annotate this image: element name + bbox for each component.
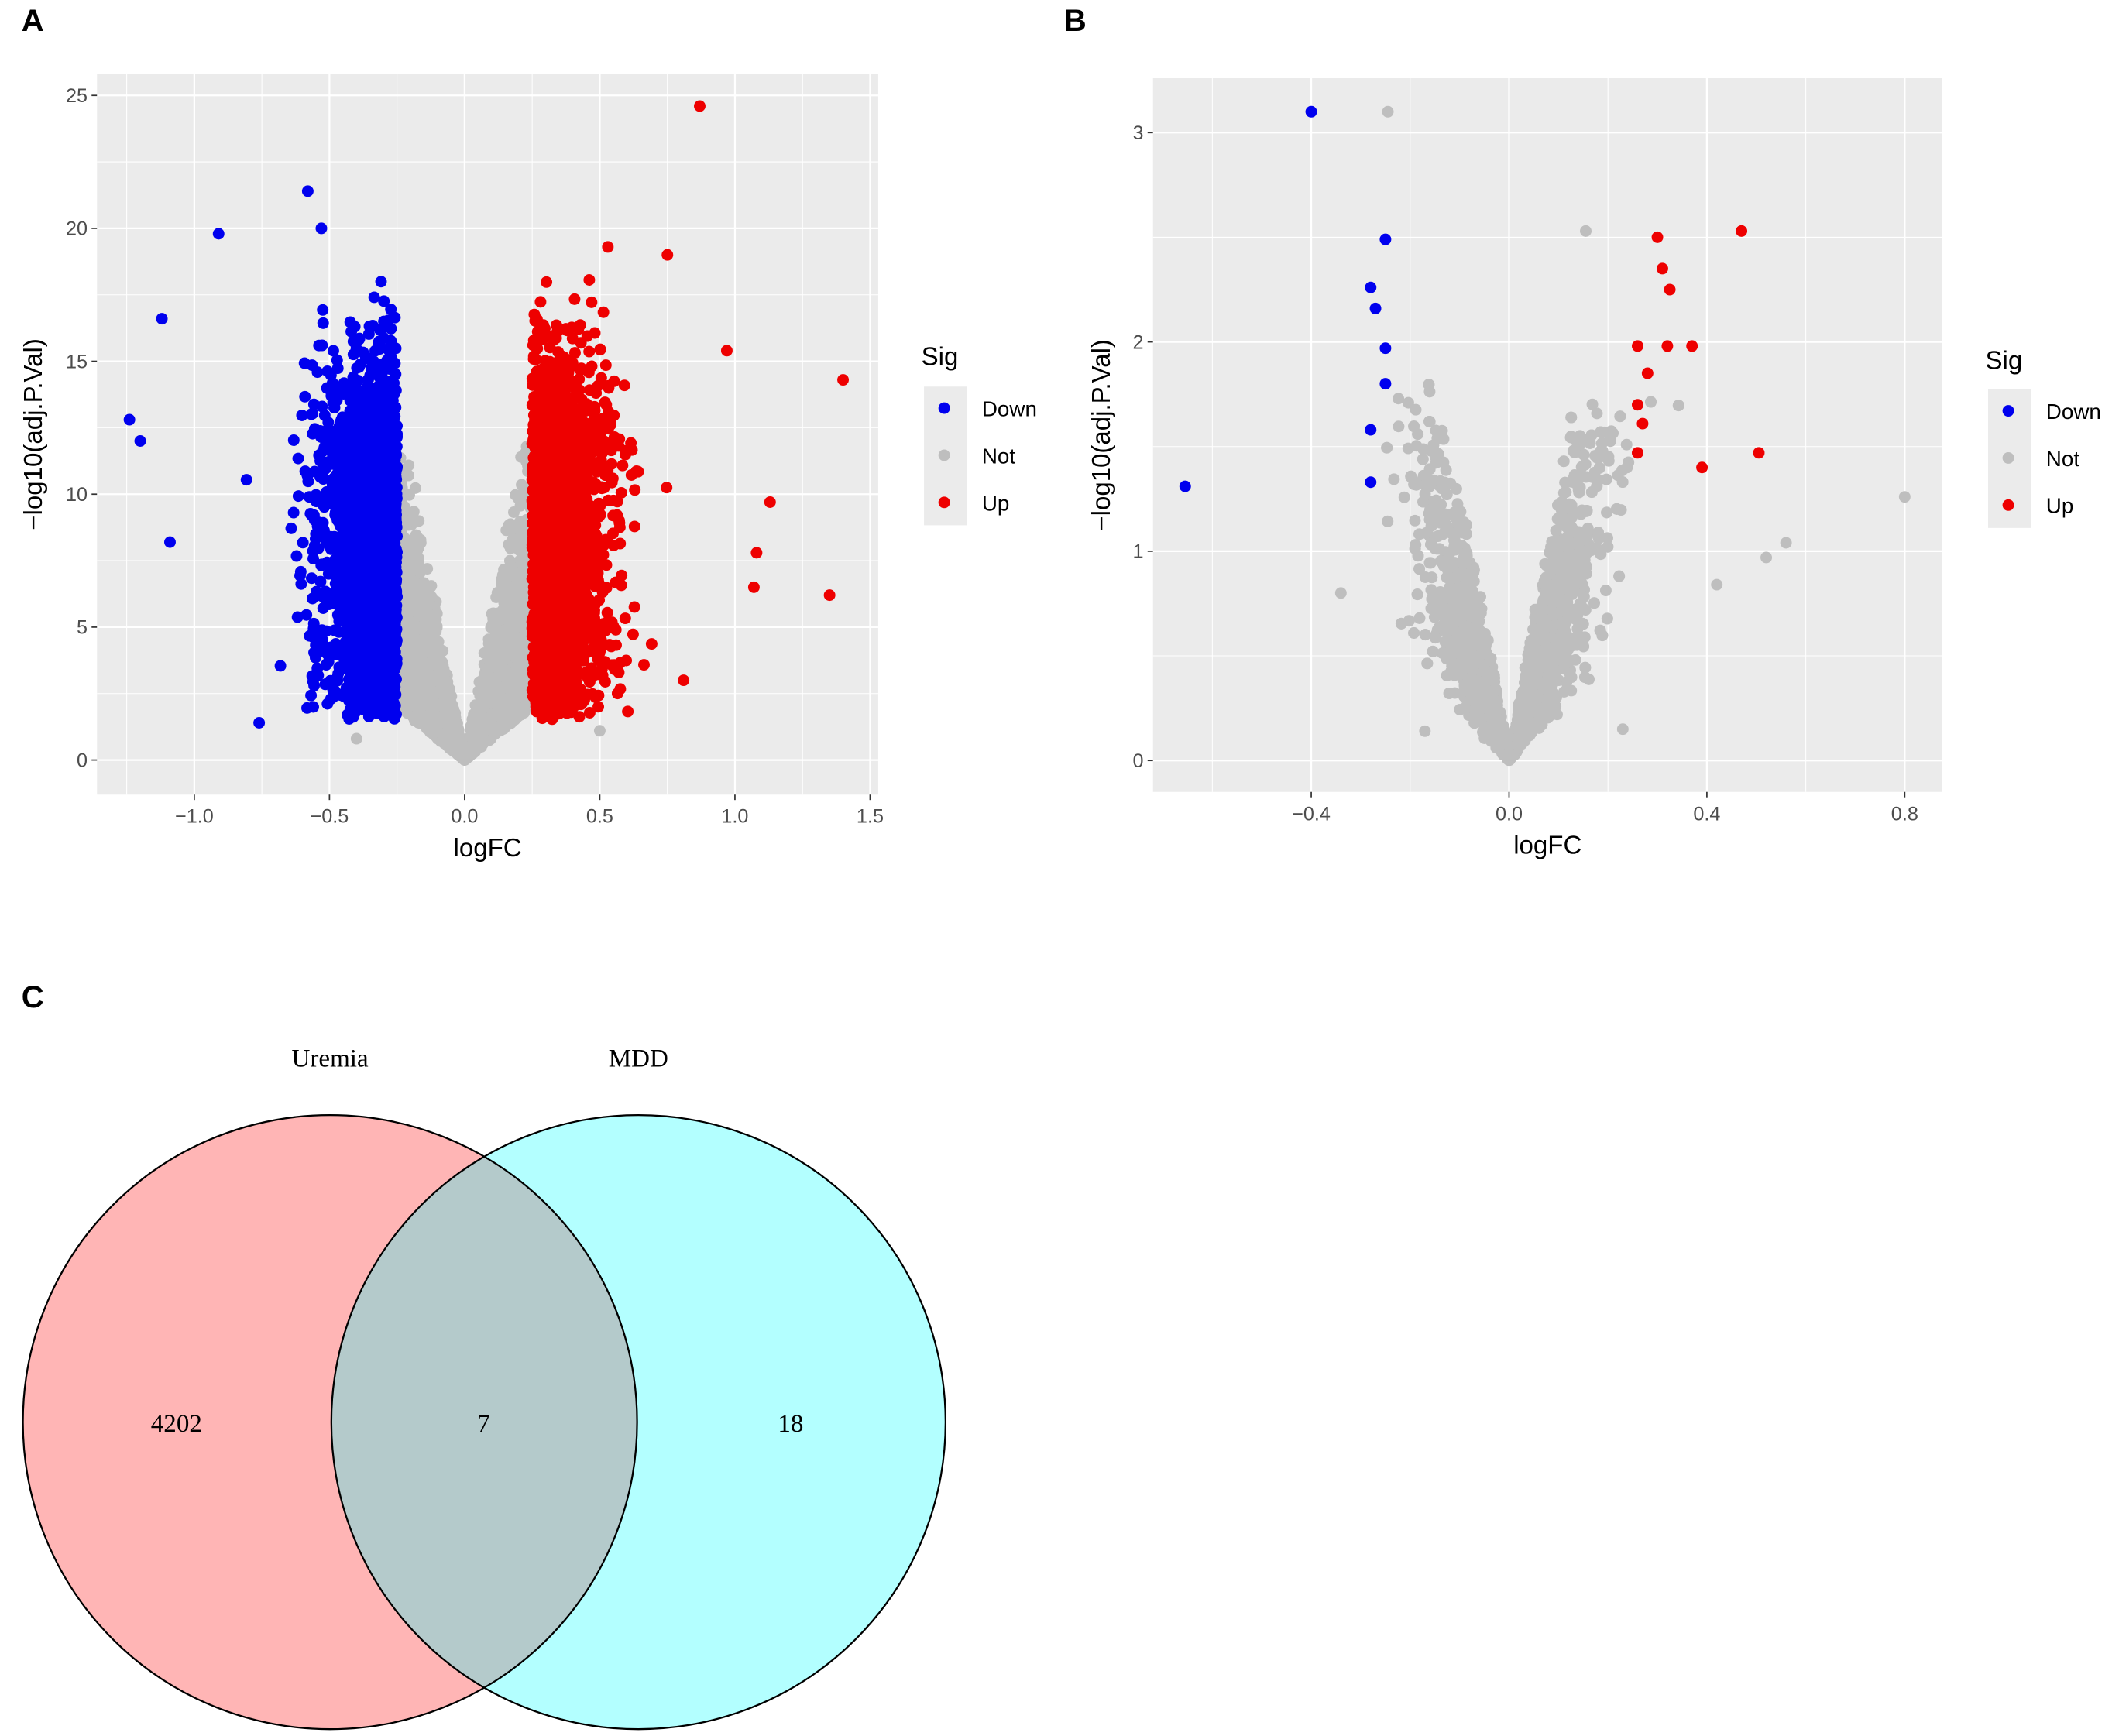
point-not — [487, 607, 500, 619]
point-not — [435, 699, 448, 712]
point-up — [628, 601, 640, 613]
point-not — [491, 587, 503, 599]
point-not — [513, 516, 526, 528]
x-tick-label: 0.5 — [586, 806, 613, 828]
point-not — [479, 714, 492, 726]
point-up — [618, 379, 630, 392]
point-up — [661, 482, 673, 494]
point-not — [478, 702, 490, 714]
y-tick-label: 25 — [66, 85, 88, 107]
point-not — [471, 732, 482, 744]
point-not — [455, 739, 468, 751]
point-not — [430, 715, 442, 727]
point-not — [508, 565, 520, 578]
x-tick-label: −1.0 — [175, 806, 214, 828]
x-tick-label: 1.5 — [857, 806, 884, 828]
point-down — [375, 276, 387, 288]
point-not — [431, 641, 444, 654]
point-not — [513, 492, 525, 505]
point-not — [510, 690, 523, 702]
point-not — [404, 489, 416, 501]
point-not — [508, 506, 520, 518]
point-down — [299, 390, 311, 403]
point-not — [409, 711, 421, 723]
point-not — [424, 628, 437, 640]
point-down — [321, 365, 334, 377]
point-not — [403, 459, 415, 472]
point-not — [520, 699, 532, 712]
point-not — [509, 616, 521, 628]
point-not — [407, 506, 420, 518]
point-not — [418, 587, 431, 599]
point-not — [433, 666, 445, 678]
point-not — [445, 729, 457, 742]
point-not — [426, 726, 438, 739]
point-up — [541, 276, 553, 288]
point-not — [418, 606, 431, 617]
points-layer — [123, 100, 850, 766]
point-not — [418, 662, 430, 674]
panel-label-a: A — [22, 4, 44, 38]
x-tick-label: 1.0 — [721, 806, 748, 828]
panel-label-b: B — [1064, 4, 1087, 38]
point-up — [615, 579, 627, 592]
point-up — [583, 274, 596, 286]
point-down — [297, 537, 309, 549]
point-down — [308, 680, 321, 691]
point-not — [510, 588, 523, 601]
point-up — [629, 484, 641, 496]
point-down — [287, 506, 300, 519]
point-not — [400, 619, 413, 632]
y-tick-label: 15 — [66, 351, 88, 372]
point-not — [483, 660, 496, 673]
point-not — [506, 523, 518, 535]
point-up — [568, 293, 581, 305]
point-not — [406, 672, 418, 684]
point-not — [493, 670, 505, 682]
point-not — [407, 578, 419, 591]
point-up — [597, 306, 610, 318]
point-not — [480, 684, 493, 697]
y-tick-label: 20 — [66, 218, 88, 240]
point-down — [274, 660, 287, 672]
point-not — [421, 616, 434, 629]
point-not — [503, 554, 516, 567]
point-not — [516, 658, 528, 671]
x-axis-title: logFC — [454, 834, 522, 863]
y-axis-title: −log10(adj.P.Val) — [19, 338, 48, 530]
point-up — [601, 606, 613, 619]
point-down — [307, 592, 318, 605]
x-tick-label: 0.0 — [451, 806, 478, 828]
point-up — [599, 359, 612, 372]
point-not — [482, 637, 495, 650]
y-tick-label: 0 — [77, 750, 88, 771]
point-up — [620, 654, 633, 667]
point-not — [405, 538, 417, 551]
point-not — [502, 579, 513, 592]
point-not — [496, 695, 508, 707]
point-not — [485, 621, 497, 633]
point-not — [457, 753, 469, 765]
point-not — [509, 639, 521, 651]
x-tick-label: −0.5 — [311, 806, 349, 828]
point-not — [441, 676, 454, 688]
point-not — [418, 688, 431, 700]
point-not — [511, 537, 524, 549]
point-not — [410, 633, 422, 646]
point-not — [496, 569, 509, 582]
y-tick-label: 5 — [77, 617, 88, 639]
point-not — [421, 698, 433, 711]
point-down — [307, 553, 320, 564]
point-not — [445, 708, 457, 721]
y-tick-label: 10 — [66, 484, 88, 506]
point-down — [317, 304, 329, 316]
point-not — [405, 650, 417, 662]
point-not — [497, 642, 510, 654]
point-down — [240, 474, 252, 486]
volcano-plot-a: −1.0 −0.5 0.0 0.5 1.0 1.5 0 5 10 15 20 25 logFC −log1… — [19, 74, 1037, 863]
point-up — [645, 638, 658, 650]
panel-label-c: C — [22, 980, 44, 1014]
